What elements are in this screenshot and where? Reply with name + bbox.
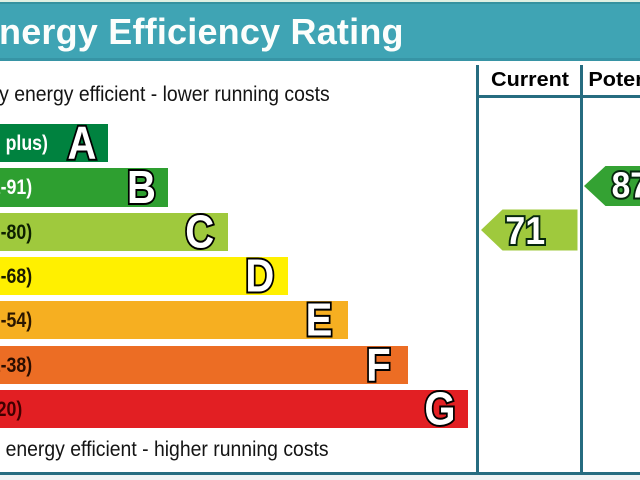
svg-text:B: B — [127, 162, 156, 213]
svg-text:A: A — [68, 118, 97, 169]
svg-text:C: C — [185, 207, 214, 258]
svg-text:87: 87 — [612, 166, 640, 205]
svg-text:D: D — [245, 251, 274, 302]
svg-text:F: F — [366, 340, 390, 391]
svg-text:G: G — [424, 384, 455, 435]
svg-text:71: 71 — [505, 209, 545, 252]
svg-text:E: E — [306, 295, 333, 346]
